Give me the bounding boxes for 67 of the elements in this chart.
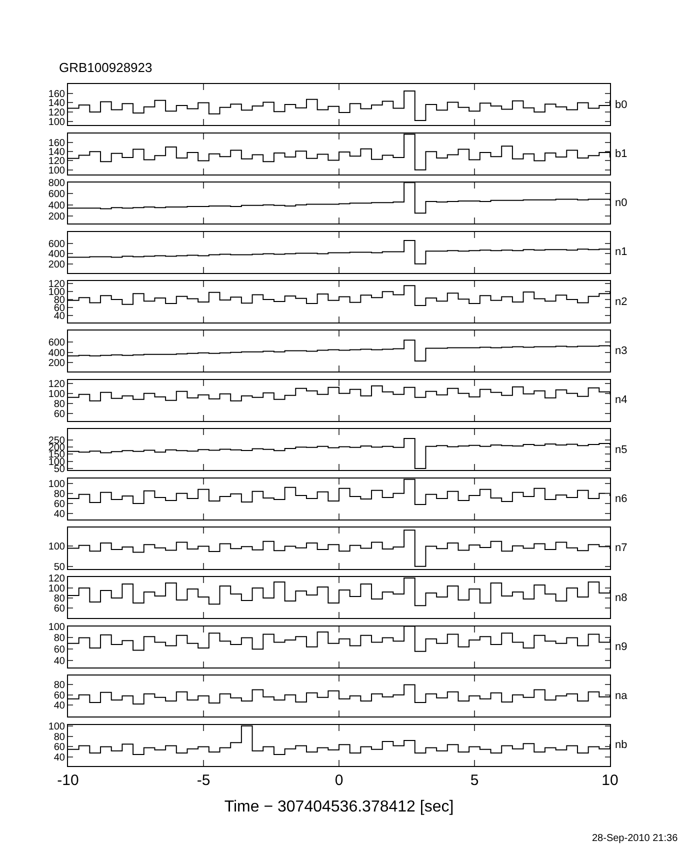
series-label: n8: [615, 592, 628, 604]
x-tick-label: 10: [602, 772, 618, 789]
y-tick-label: 100: [48, 165, 66, 176]
y-tick-label: 60: [54, 604, 66, 615]
series-label: b0: [615, 99, 628, 111]
series-label: n2: [615, 296, 628, 308]
series-label: n6: [615, 493, 628, 505]
y-tick-label: 80: [54, 633, 66, 644]
y-tick-label: 140: [48, 98, 66, 110]
y-tick-label: 400: [48, 348, 66, 359]
y-tick-label: 100: [48, 478, 66, 490]
x-tick-label: 5: [470, 772, 479, 789]
y-tick-label: 160: [48, 138, 66, 149]
y-tick-label: 40: [54, 311, 66, 322]
y-tick-label: 160: [48, 88, 66, 100]
y-tick-label: 60: [54, 408, 66, 420]
y-tick-label: 120: [48, 378, 66, 390]
y-tick-label: 200: [48, 358, 66, 369]
y-tick-label: 200: [48, 211, 66, 222]
chart-title: GRB100928923: [59, 60, 152, 75]
y-tick-label: 60: [54, 742, 66, 754]
y-tick-label: 80: [54, 594, 66, 605]
text: 28-Sep-2010 21:36: [592, 833, 678, 844]
series-label: n3: [615, 345, 628, 357]
y-tick-label: 50: [54, 464, 66, 475]
y-tick-label: 200: [48, 259, 66, 270]
x-tick-label: 0: [334, 772, 344, 789]
x-tick-label: -5: [196, 772, 210, 789]
y-tick-label: 120: [48, 573, 66, 584]
y-tick-label: 100: [48, 388, 66, 400]
y-tick-label: 40: [54, 656, 66, 668]
y-tick-label: 800: [48, 178, 66, 190]
y-tick-label: 400: [48, 200, 66, 212]
y-tick-label: 60: [54, 690, 66, 702]
y-tick-label: 40: [54, 700, 66, 712]
y-tick-label: 100: [48, 622, 66, 633]
series-label: na: [615, 690, 628, 702]
y-tick-label: 60: [54, 498, 66, 510]
y-tick-label: 100: [48, 721, 66, 732]
y-tick-label: 600: [48, 189, 66, 200]
y-tick-label: 60: [54, 644, 66, 656]
series-label: n0: [615, 197, 628, 209]
y-tick-label: 80: [54, 488, 66, 500]
series-label: b1: [615, 148, 628, 160]
series-label: n5: [615, 444, 628, 456]
y-tick-label: 80: [54, 680, 66, 692]
y-tick-label: 50: [54, 562, 66, 573]
y-tick-label: 400: [48, 249, 66, 260]
series-label: n1: [615, 246, 628, 258]
y-tick-label: 80: [54, 732, 66, 743]
y-tick-label: 120: [48, 108, 66, 119]
series-label: n9: [615, 641, 628, 653]
y-tick-label: 100: [48, 542, 66, 553]
x-tick-label: -10: [57, 772, 79, 789]
y-tick-label: 140: [48, 147, 66, 158]
y-tick-label: 100: [48, 584, 66, 595]
y-tick-label: 600: [48, 239, 66, 250]
y-tick-label: 120: [48, 156, 66, 168]
x-axis-title: Time − 307404536.378412 [sec]: [224, 798, 454, 816]
series-label: nb: [615, 739, 628, 751]
y-tick-label: 40: [54, 508, 66, 520]
series-label: n4: [615, 394, 628, 406]
y-tick-label: 40: [54, 752, 66, 764]
y-tick-label: 80: [54, 398, 66, 410]
y-tick-label: 100: [48, 116, 66, 128]
y-tick-label: 600: [48, 338, 66, 349]
series-label: n7: [615, 542, 628, 554]
